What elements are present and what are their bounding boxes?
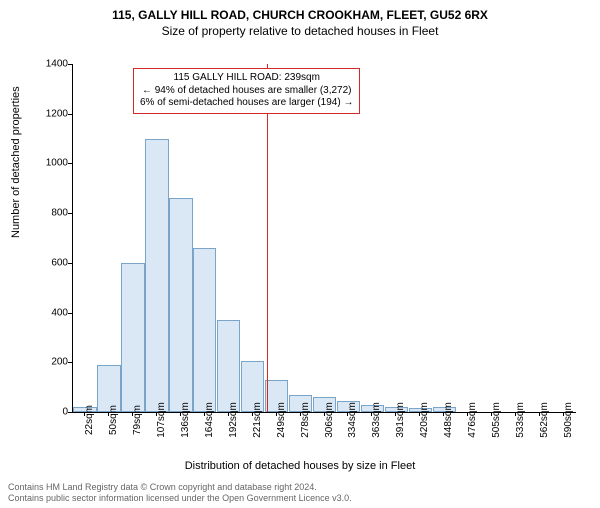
y-tick-mark bbox=[68, 64, 72, 65]
x-tick-label: 590sqm bbox=[563, 402, 574, 438]
y-axis-label: Number of detached properties bbox=[10, 86, 22, 238]
x-tick-label: 562sqm bbox=[539, 402, 550, 438]
histogram-bar bbox=[217, 320, 240, 412]
x-tick-label: 192sqm bbox=[228, 402, 239, 438]
x-tick-label: 79sqm bbox=[132, 405, 143, 435]
annotation-line2: ← 94% of detached houses are smaller (3,… bbox=[140, 85, 353, 98]
annotation-line3: 6% of semi-detached houses are larger (1… bbox=[140, 97, 353, 110]
y-tick-mark bbox=[68, 362, 72, 363]
y-tick-label: 800 bbox=[28, 208, 68, 219]
x-tick-label: 476sqm bbox=[467, 402, 478, 438]
histogram-bar bbox=[193, 248, 216, 412]
x-tick-label: 221sqm bbox=[252, 402, 263, 438]
x-tick-label: 391sqm bbox=[395, 402, 406, 438]
y-tick-mark bbox=[68, 313, 72, 314]
x-tick-label: 448sqm bbox=[443, 402, 454, 438]
y-tick-mark bbox=[68, 114, 72, 115]
x-tick-label: 107sqm bbox=[156, 402, 167, 438]
y-tick-label: 400 bbox=[28, 307, 68, 318]
y-tick-mark bbox=[68, 213, 72, 214]
annotation-box: 115 GALLY HILL ROAD: 239sqm ← 94% of det… bbox=[133, 68, 360, 114]
reference-line bbox=[267, 64, 268, 412]
y-tick-label: 1200 bbox=[28, 108, 68, 119]
y-tick-label: 1400 bbox=[28, 59, 68, 70]
x-tick-label: 164sqm bbox=[204, 402, 215, 438]
bars-container bbox=[73, 64, 576, 412]
y-tick-mark bbox=[68, 163, 72, 164]
x-tick-label: 420sqm bbox=[419, 402, 430, 438]
y-tick-label: 1000 bbox=[28, 158, 68, 169]
x-tick-label: 22sqm bbox=[84, 405, 95, 435]
x-tick-label: 306sqm bbox=[324, 402, 335, 438]
x-tick-label: 363sqm bbox=[371, 402, 382, 438]
footer-line2: Contains public sector information licen… bbox=[8, 493, 352, 504]
x-tick-label: 533sqm bbox=[515, 402, 526, 438]
x-tick-label: 334sqm bbox=[347, 402, 358, 438]
y-tick-label: 0 bbox=[28, 407, 68, 418]
y-tick-label: 200 bbox=[28, 357, 68, 368]
annotation-line1: 115 GALLY HILL ROAD: 239sqm bbox=[140, 72, 353, 85]
histogram-bar bbox=[121, 263, 144, 412]
chart-subtitle: Size of property relative to detached ho… bbox=[0, 24, 600, 38]
footer-line1: Contains HM Land Registry data © Crown c… bbox=[8, 482, 352, 493]
y-tick-mark bbox=[68, 263, 72, 264]
x-tick-label: 249sqm bbox=[276, 402, 287, 438]
x-tick-label: 50sqm bbox=[108, 405, 119, 435]
x-tick-label: 505sqm bbox=[491, 402, 502, 438]
y-tick-label: 600 bbox=[28, 257, 68, 268]
x-tick-label: 278sqm bbox=[300, 402, 311, 438]
y-tick-mark bbox=[68, 412, 72, 413]
footer-attribution: Contains HM Land Registry data © Crown c… bbox=[8, 482, 352, 504]
x-axis-label: Distribution of detached houses by size … bbox=[0, 460, 600, 472]
chart-plot-area: 115 GALLY HILL ROAD: 239sqm ← 94% of det… bbox=[72, 64, 576, 413]
histogram-bar bbox=[145, 139, 168, 412]
x-tick-label: 136sqm bbox=[180, 402, 191, 438]
chart-title: 115, GALLY HILL ROAD, CHURCH CROOKHAM, F… bbox=[0, 8, 600, 22]
histogram-bar bbox=[169, 198, 192, 412]
